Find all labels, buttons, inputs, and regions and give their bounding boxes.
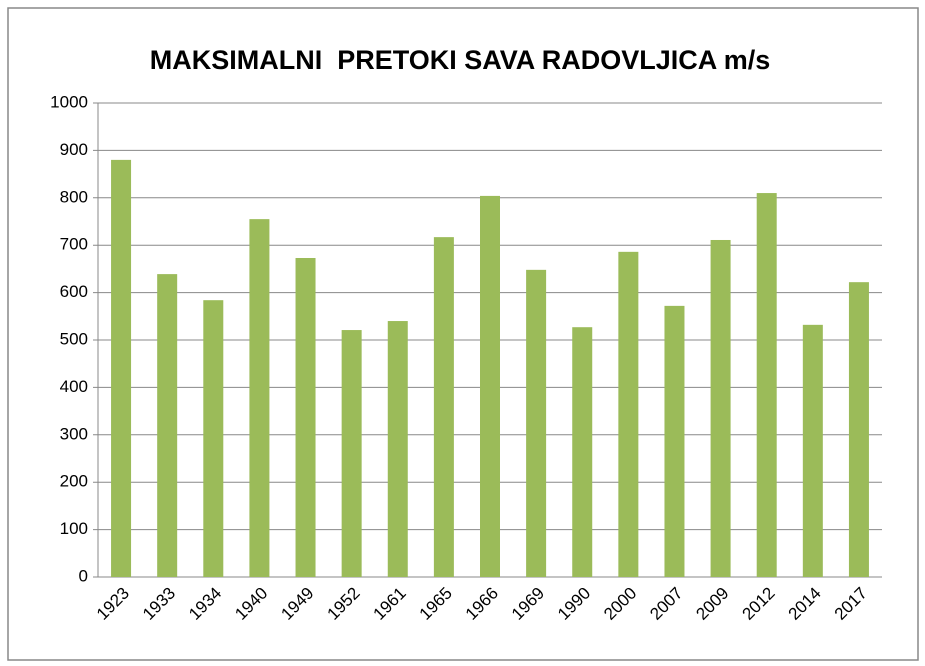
y-tick-label: 900 [60, 140, 88, 159]
bar [572, 327, 593, 577]
bar [526, 269, 547, 577]
bar [341, 330, 362, 577]
bar [249, 219, 270, 577]
bar [710, 239, 731, 577]
y-tick-label: 200 [60, 472, 88, 491]
bar [203, 300, 224, 577]
y-tick-label: 500 [60, 329, 88, 348]
bar [111, 159, 132, 577]
y-tick-label: 600 [60, 282, 88, 301]
y-tick-label: 400 [60, 377, 88, 396]
bar [480, 195, 500, 578]
y-tick-label: 700 [60, 235, 88, 254]
chart-title: MAKSIMALNI PRETOKI SAVA RADOVLJICA m/s [150, 45, 771, 75]
bar [664, 305, 685, 577]
y-tick-label: 100 [60, 519, 88, 538]
y-tick-label: 0 [79, 566, 88, 585]
bar [848, 282, 869, 577]
bar [157, 274, 178, 577]
bar [802, 324, 823, 577]
bar [387, 321, 408, 577]
bar [295, 257, 316, 577]
y-tick-label: 300 [60, 424, 88, 443]
bar [756, 193, 777, 577]
bar [433, 237, 454, 577]
chart-frame [7, 7, 919, 661]
y-tick-label: 800 [60, 187, 88, 206]
y-tick-label: 1000 [50, 92, 88, 111]
bar [618, 251, 639, 577]
